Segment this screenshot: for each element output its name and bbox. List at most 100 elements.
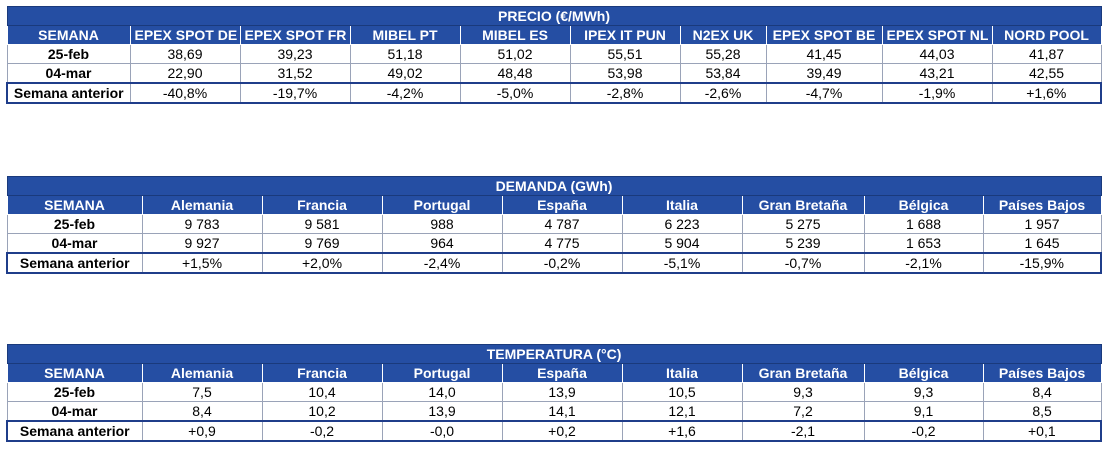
table-cell: 9 927	[141, 233, 263, 254]
table-cell: -0,0	[381, 420, 503, 442]
table-cell: -2,1%	[863, 252, 984, 274]
table-cell: 51,18	[349, 44, 461, 64]
table-cell: +2,0%	[261, 252, 383, 274]
table-row: 25-feb 38,69 39,23 51,18 51,02 55,51 55,…	[6, 44, 1102, 64]
table-cell: 53,84	[679, 63, 767, 84]
table-row: Semana anterior -40,8% -19,7% -4,2% -5,0…	[6, 82, 1103, 104]
table-cell: -5,1%	[621, 252, 743, 274]
table-cell: 43,21	[881, 63, 993, 84]
table-cell: -19,7%	[239, 82, 351, 104]
table-cell: 1 957	[982, 214, 1102, 234]
table-cell: 6 223	[621, 214, 743, 234]
table-cell: 38,69	[129, 44, 241, 64]
column-header: Gran Bretaña	[741, 363, 865, 383]
column-header: Francia	[261, 195, 383, 215]
row-label: 25-feb	[6, 44, 131, 64]
table-cell: +1,5%	[141, 252, 263, 274]
table-cell: 39,49	[765, 63, 883, 84]
precio-table: PRECIO (€/MWh) SEMANA EPEX SPOT DE EPEX …	[6, 6, 1103, 104]
table-cell: -4,7%	[765, 82, 883, 104]
row-label: Semana anterior	[6, 420, 143, 442]
column-header: Alemania	[141, 363, 263, 383]
table-cell: 9,1	[863, 401, 984, 422]
column-header: Alemania	[141, 195, 263, 215]
table-cell: -15,9%	[982, 252, 1103, 274]
table-row: 25-feb 7,5 10,4 14,0 13,9 10,5 9,3 9,3 8…	[6, 382, 1102, 402]
table-cell: 8,5	[982, 401, 1102, 422]
demanda-table: DEMANDA (GWh) SEMANA Alemania Francia Po…	[6, 176, 1103, 274]
column-header: Países Bajos	[982, 363, 1102, 383]
column-header: Italia	[621, 195, 743, 215]
column-header: MIBEL ES	[459, 25, 571, 45]
table-cell: 5 239	[741, 233, 865, 254]
table-cell: -2,1	[741, 420, 865, 442]
table-cell: -0,7%	[741, 252, 865, 274]
table-row: 04-mar 8,4 10,2 13,9 14,1 12,1 7,2 9,1 8…	[6, 401, 1102, 422]
column-header: Bélgica	[863, 363, 984, 383]
row-label: Semana anterior	[6, 82, 131, 104]
table-cell: 9 769	[261, 233, 383, 254]
column-header: MIBEL PT	[349, 25, 461, 45]
table-cell: +1,6	[621, 420, 743, 442]
table-cell: 12,1	[621, 401, 743, 422]
table-cell: 22,90	[129, 63, 241, 84]
row-label: 25-feb	[6, 382, 143, 402]
table-cell: 41,45	[765, 44, 883, 64]
column-header: EPEX SPOT BE	[765, 25, 883, 45]
table-cell: -2,4%	[381, 252, 503, 274]
table-cell: -2,6%	[679, 82, 767, 104]
table-cell: 10,2	[261, 401, 383, 422]
row-label: 04-mar	[6, 401, 143, 422]
table-cell: 1 645	[982, 233, 1102, 254]
table-cell: 55,51	[569, 44, 681, 64]
table-cell: -4,2%	[349, 82, 461, 104]
table-row: 04-mar 22,90 31,52 49,02 48,48 53,98 53,…	[6, 63, 1102, 84]
table-row: Semana anterior +0,9 -0,2 -0,0 +0,2 +1,6…	[6, 420, 1103, 442]
table-cell: 10,4	[261, 382, 383, 402]
table-cell: 39,23	[239, 44, 351, 64]
column-header: SEMANA	[6, 25, 131, 45]
table-cell: +0,1	[982, 420, 1103, 442]
row-label: 04-mar	[6, 233, 143, 254]
column-header: IPEX IT PUN	[569, 25, 681, 45]
table-cell: +0,2	[501, 420, 623, 442]
table-cell: 4 775	[501, 233, 623, 254]
column-header: España	[501, 195, 623, 215]
table-cell: +1,6%	[991, 82, 1103, 104]
table-cell: -40,8%	[129, 82, 241, 104]
column-header: SEMANA	[6, 195, 143, 215]
row-label: 25-feb	[6, 214, 143, 234]
table-cell: 14,0	[381, 382, 503, 402]
row-label: 04-mar	[6, 63, 131, 84]
column-header: SEMANA	[6, 363, 143, 383]
table-cell: 13,9	[501, 382, 623, 402]
column-header: España	[501, 363, 623, 383]
table-cell: 31,52	[239, 63, 351, 84]
table-cell: -1,9%	[881, 82, 993, 104]
table-cell: 9 783	[141, 214, 263, 234]
table-cell: 42,55	[991, 63, 1102, 84]
column-header: Países Bajos	[982, 195, 1102, 215]
table-row: 25-feb 9 783 9 581 988 4 787 6 223 5 275…	[6, 214, 1102, 234]
row-label: Semana anterior	[6, 252, 143, 274]
table-cell: 1 688	[863, 214, 984, 234]
table-cell: 8,4	[141, 401, 263, 422]
column-header: EPEX SPOT NL	[881, 25, 993, 45]
column-header: EPEX SPOT FR	[239, 25, 351, 45]
column-header: EPEX SPOT DE	[129, 25, 241, 45]
table-cell: 9,3	[741, 382, 865, 402]
table-cell: 48,48	[459, 63, 571, 84]
precio-title: PRECIO (€/MWh)	[6, 6, 1102, 26]
table-cell: 9 581	[261, 214, 383, 234]
table-cell: 988	[381, 214, 503, 234]
temperatura-table: TEMPERATURA (°C) SEMANA Alemania Francia…	[6, 344, 1103, 442]
demanda-title: DEMANDA (GWh)	[6, 176, 1102, 196]
column-header: Italia	[621, 363, 743, 383]
table-row: Semana anterior +1,5% +2,0% -2,4% -0,2% …	[6, 252, 1103, 274]
table-cell: 49,02	[349, 63, 461, 84]
table-cell: 9,3	[863, 382, 984, 402]
table-cell: 10,5	[621, 382, 743, 402]
table-cell: 44,03	[881, 44, 993, 64]
table-cell: -0,2	[863, 420, 984, 442]
table-cell: 4 787	[501, 214, 623, 234]
